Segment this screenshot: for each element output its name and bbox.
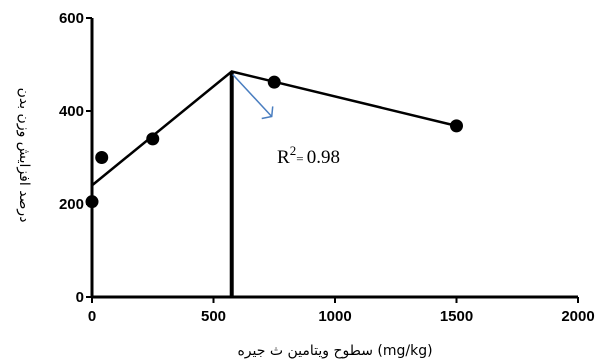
- y-tick-label-1: 200: [59, 196, 84, 213]
- r-squared-value: 0.98: [307, 147, 340, 168]
- fit-lines: [91, 70, 457, 297]
- data-point-2: [146, 132, 160, 146]
- data-points: [85, 75, 463, 209]
- y-axis-label: درصد افزایش وزن بدن: [16, 88, 32, 223]
- breakpoint-arrowhead: [261, 106, 274, 120]
- r-squared-annotation: R2= 0.98: [277, 143, 340, 168]
- ticks: 0 500 1000 1500 2000 0 200 400 600: [59, 10, 595, 325]
- y-tick-label-2: 400: [59, 103, 84, 120]
- data-point-0: [85, 195, 99, 209]
- x-tick-label-4: 2000: [561, 308, 594, 325]
- x-tick-label-2: 1000: [318, 308, 351, 325]
- x-tick-label-1: 500: [201, 308, 226, 325]
- x-axis-label: سطوح ویتامین ث جیره (mg/kg): [237, 343, 432, 359]
- breakpoint-arrow: [232, 73, 273, 117]
- svg-text:R2= 0.98: R2= 0.98: [277, 143, 340, 168]
- data-point-1: [95, 151, 109, 164]
- r-squared-r: R: [277, 147, 290, 168]
- r-squared-exp: 2: [290, 143, 297, 158]
- data-point-3: [267, 75, 281, 89]
- y-tick-label-0: 0: [76, 289, 84, 306]
- y-tick-label-3: 600: [59, 10, 84, 27]
- data-point-4: [450, 119, 463, 133]
- r-squared-eq: =: [296, 151, 307, 166]
- x-tick-label-0: 0: [88, 308, 96, 325]
- x-tick-label-3: 1500: [440, 308, 473, 325]
